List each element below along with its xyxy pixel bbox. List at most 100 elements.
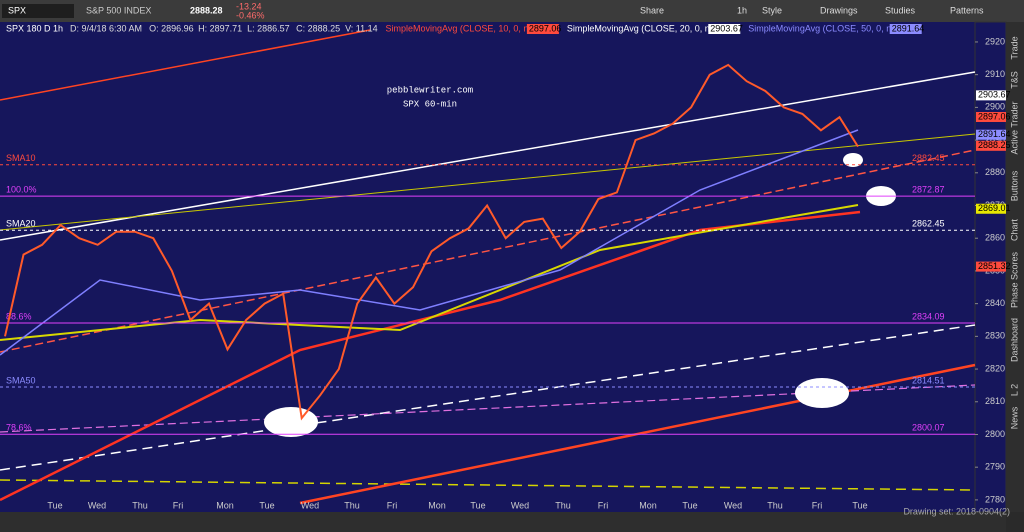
legend-field: V: 11.14 — [345, 23, 378, 33]
time-tick-label: Fri — [387, 500, 398, 510]
time-tick-label: Fri — [598, 500, 609, 510]
time-tick-label: Fri — [173, 500, 184, 510]
time-tick-label: Wed — [724, 500, 742, 510]
change: -13.24 — [236, 1, 262, 11]
study-value: 2903.67 — [710, 23, 743, 33]
toolbar-button[interactable]: Style — [762, 5, 782, 15]
sidebar-tab[interactable]: T&S — [1009, 71, 1019, 89]
study-value-bg — [708, 24, 741, 34]
level-value: 2814.51 — [912, 375, 945, 385]
price-tick-label: 2840 — [985, 298, 1005, 308]
time-tick-label: Tue — [852, 500, 867, 510]
time-tick-label: Tue — [259, 500, 274, 510]
last-price: 2888.28 — [190, 5, 223, 15]
time-tick-label: Thu — [132, 500, 148, 510]
price-badge-label: 2897.06 — [978, 111, 1011, 121]
price-badge-label: 2903.67 — [978, 90, 1011, 100]
level-label: 100.0% — [6, 184, 37, 194]
level-value: 2800.07 — [912, 423, 945, 433]
toolbar-button[interactable]: Share — [640, 5, 664, 15]
time-tick-label: Tue — [682, 500, 697, 510]
price-tick-label: 2780 — [985, 494, 1005, 504]
study-value-bg — [526, 24, 559, 34]
price-tick-label: 2800 — [985, 429, 1005, 439]
price-badge-label: 2869.01 — [978, 203, 1011, 213]
time-tick-label: Tue — [47, 500, 62, 510]
level-value: 2872.87 — [912, 184, 945, 194]
price-tick-label: 2820 — [985, 363, 1005, 373]
legend-field: O: 2896.96 — [149, 23, 194, 33]
level-value: 2834.09 — [912, 311, 945, 321]
legend-field: L: 2886.57 — [247, 23, 290, 33]
price-tick-label: 2810 — [985, 396, 1005, 406]
price-tick-label: 2900 — [985, 102, 1005, 112]
price-badge — [976, 129, 1006, 140]
price-badge — [976, 140, 1006, 151]
legend-field: H: 2897.71 — [198, 23, 242, 33]
level-label: SMA50 — [6, 375, 36, 385]
level-label: SMA20 — [6, 219, 36, 229]
time-tick-label: Mon — [639, 500, 657, 510]
study-value-bg — [889, 24, 922, 34]
time-tick-label: Fri — [812, 500, 823, 510]
footer: Drawing set: 2018-0904(2) — [903, 506, 1010, 516]
sidebar-tab[interactable]: Dashboard — [1009, 318, 1019, 362]
description: S&P 500 INDEX — [86, 5, 151, 15]
price-badge — [976, 261, 1006, 272]
price-badge-label: 2891.64 — [978, 129, 1011, 139]
time-tick-label: Thu — [344, 500, 360, 510]
toolbar-button[interactable]: Patterns — [950, 5, 984, 15]
sidebar-tab[interactable]: Trade — [1009, 36, 1019, 59]
sidebar-tab[interactable]: News — [1009, 406, 1019, 429]
sidebar-tab[interactable]: Buttons — [1009, 170, 1019, 201]
study-name: SimpleMovingAvg (CLOSE, 10, 0, no) — [386, 23, 537, 33]
study-name: SimpleMovingAvg (CLOSE, 20, 0, no) — [567, 23, 718, 33]
annotation: pebblewriter.com — [387, 85, 473, 95]
sidebar-tab[interactable]: Phase Scores — [1009, 251, 1019, 308]
marker — [264, 407, 318, 437]
level-label: 88.6% — [6, 311, 32, 321]
symbol: SPX — [8, 5, 26, 15]
footer-bar — [0, 512, 1006, 532]
price-badge-label: 2851.32 — [978, 261, 1011, 271]
price-tick-label: 2830 — [985, 331, 1005, 341]
toolbar-button[interactable]: 1h — [737, 5, 747, 15]
price-tick-label: 2910 — [985, 69, 1005, 79]
price-tick-label: 2860 — [985, 233, 1005, 243]
time-tick-label: Tue — [470, 500, 485, 510]
legend-field: D: 9/4/18 6:30 AM — [70, 23, 142, 33]
sidebar-tab[interactable]: L 2 — [1009, 384, 1019, 396]
time-tick-label: Mon — [428, 500, 446, 510]
time-tick-label: Wed — [511, 500, 529, 510]
toolbar — [0, 0, 1024, 22]
plot-area — [0, 22, 975, 512]
annotation: SPX 60-min — [403, 99, 457, 109]
sidebar-tab[interactable]: Chart — [1009, 219, 1019, 242]
sidebar-tab[interactable]: Active Trader — [1009, 101, 1019, 154]
level-label: SMA10 — [6, 153, 36, 163]
price-badge — [976, 90, 1006, 101]
level-label: 78.6% — [6, 423, 32, 433]
time-tick-label: Wed — [88, 500, 106, 510]
marker — [795, 378, 849, 408]
time-tick-label: Mon — [216, 500, 234, 510]
level-value: 2862.45 — [912, 219, 945, 229]
symbol-box[interactable] — [2, 4, 74, 18]
price-badge — [976, 203, 1006, 214]
change-pct: -0.46% — [236, 10, 265, 20]
toolbar-button[interactable]: Studies — [885, 5, 916, 15]
price-badge — [976, 111, 1006, 122]
price-tick-label: 2790 — [985, 462, 1005, 472]
time-tick-label: Thu — [555, 500, 571, 510]
price-line — [4, 63, 859, 421]
study-name: SimpleMovingAvg (CLOSE, 50, 0, no) — [748, 23, 899, 33]
legend-field: C: 2888.25 — [296, 23, 340, 33]
toolbar-button[interactable]: Drawings — [820, 5, 858, 15]
study-value: 2897.06 — [529, 23, 562, 33]
time-tick-label: Wed — [301, 500, 319, 510]
price-tick-label: 2880 — [985, 167, 1005, 177]
marker — [843, 153, 863, 167]
price-badge-label: 2888.25 — [978, 140, 1011, 150]
price-tick-label: 2920 — [985, 36, 1005, 46]
